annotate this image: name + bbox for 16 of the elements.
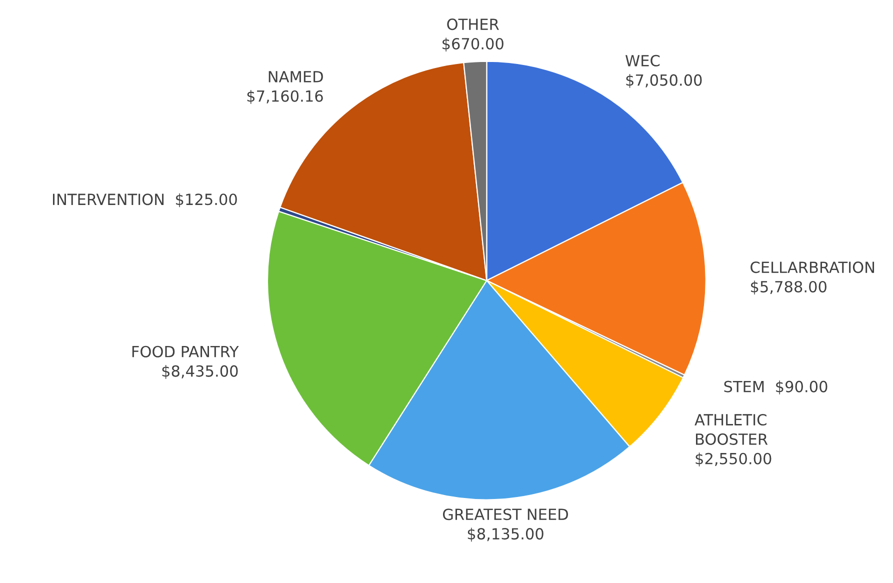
slice-label: OTHER bbox=[447, 18, 499, 30]
data-label: $2,550.00 bbox=[696, 452, 772, 466]
data-label: $670.00 bbox=[442, 38, 504, 52]
slice-label: NAMED bbox=[268, 71, 323, 82]
data-label: $7,050.00 bbox=[626, 74, 702, 88]
slice-label: GREATEST NEED bbox=[442, 508, 568, 520]
slice-label: CELLARBRATION bbox=[750, 262, 874, 274]
data-label: $5,788.00 bbox=[750, 280, 826, 295]
slice-label: STEM $90.00 bbox=[724, 380, 828, 394]
slice-label: INTERVENTION $125.00 bbox=[53, 193, 237, 208]
data-label: $7,160.16 bbox=[247, 90, 323, 104]
data-label: $8,135.00 bbox=[468, 528, 544, 542]
data-label: $8,435.00 bbox=[162, 365, 238, 379]
slice-label: FOOD PANTRY bbox=[132, 346, 239, 358]
slice-label: ATHLETIC BOOSTER bbox=[694, 414, 768, 445]
slice-label: WEC bbox=[626, 54, 660, 66]
